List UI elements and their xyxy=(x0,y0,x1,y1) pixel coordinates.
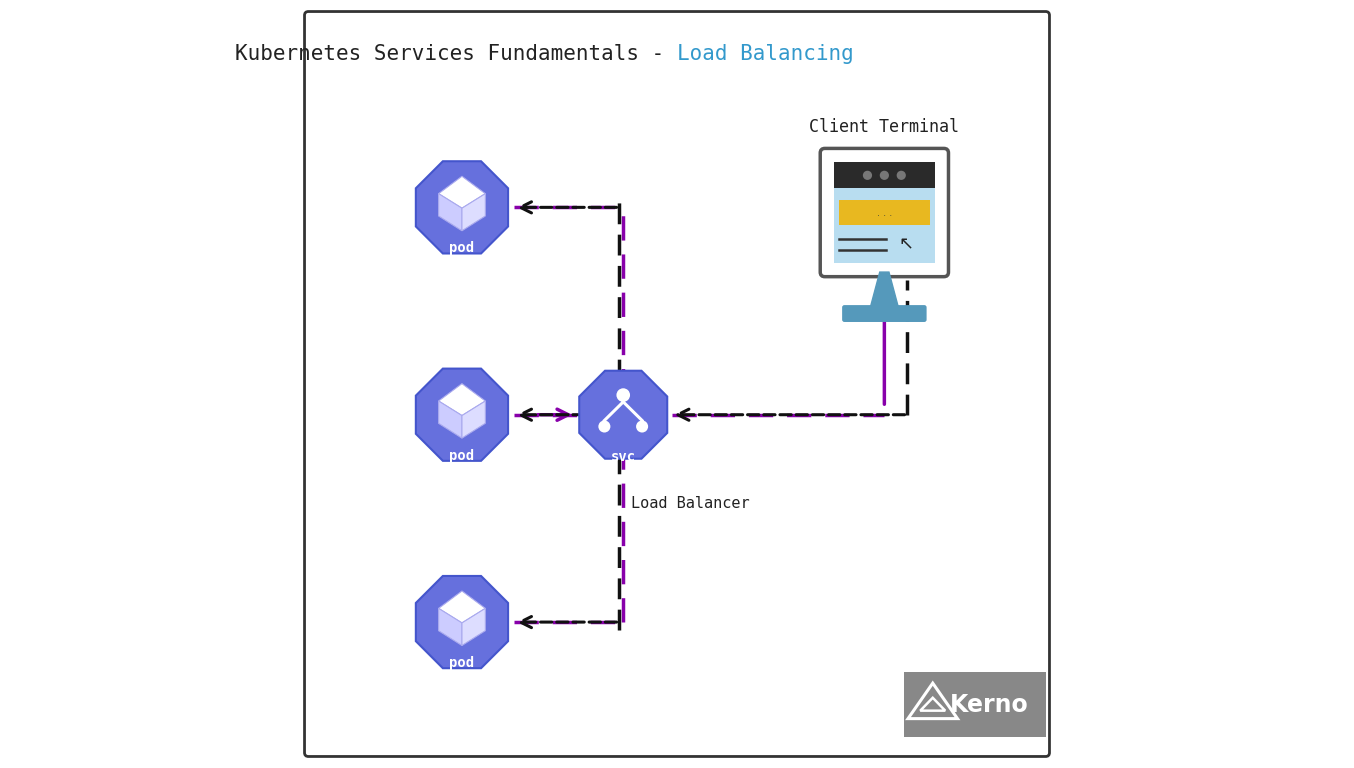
Text: pod: pod xyxy=(450,241,474,255)
Polygon shape xyxy=(871,272,898,306)
FancyBboxPatch shape xyxy=(834,162,934,263)
FancyBboxPatch shape xyxy=(842,305,926,322)
Circle shape xyxy=(636,421,649,432)
Polygon shape xyxy=(462,194,485,230)
FancyBboxPatch shape xyxy=(903,672,1045,737)
Text: pod: pod xyxy=(450,449,474,462)
Polygon shape xyxy=(439,608,462,645)
Polygon shape xyxy=(580,371,668,458)
Text: Load Balancer: Load Balancer xyxy=(631,495,750,511)
FancyBboxPatch shape xyxy=(821,148,949,276)
FancyBboxPatch shape xyxy=(834,162,934,188)
Circle shape xyxy=(616,389,630,402)
Circle shape xyxy=(880,170,890,180)
Polygon shape xyxy=(439,194,462,230)
Circle shape xyxy=(862,170,872,180)
Polygon shape xyxy=(416,576,508,668)
Polygon shape xyxy=(462,608,485,645)
Polygon shape xyxy=(416,161,508,253)
FancyBboxPatch shape xyxy=(838,200,930,224)
Polygon shape xyxy=(439,384,485,415)
Text: Client Terminal: Client Terminal xyxy=(810,118,960,136)
Text: Load Balancing: Load Balancing xyxy=(677,44,854,64)
Text: svc: svc xyxy=(611,449,636,464)
Text: Kerno: Kerno xyxy=(949,693,1028,717)
Text: pod: pod xyxy=(450,656,474,670)
Circle shape xyxy=(598,421,611,432)
Polygon shape xyxy=(439,591,485,623)
Text: . . .: . . . xyxy=(877,207,892,217)
Polygon shape xyxy=(439,401,462,438)
FancyBboxPatch shape xyxy=(305,12,1049,756)
Text: ↖: ↖ xyxy=(898,236,914,253)
Circle shape xyxy=(896,170,906,180)
Polygon shape xyxy=(462,401,485,438)
Polygon shape xyxy=(416,369,508,461)
Text: Kubernetes Services Fundamentals -: Kubernetes Services Fundamentals - xyxy=(236,44,677,64)
Polygon shape xyxy=(439,177,485,208)
